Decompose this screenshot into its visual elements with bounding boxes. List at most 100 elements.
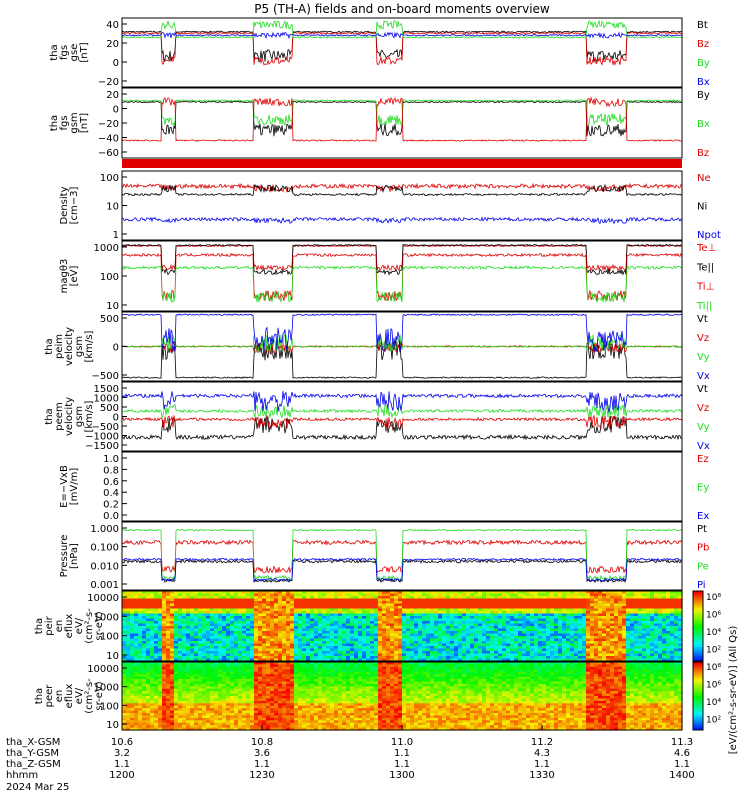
spectrogram-cell [538,611,543,615]
spectrogram-cell [242,591,247,595]
spectrogram-cell [318,674,323,678]
spectrogram-cell [410,608,415,612]
spectrogram-cell [654,638,659,642]
spectrogram-cell [154,636,159,640]
spectrogram-cell [366,664,371,668]
spectrogram-cell [470,653,475,657]
spectrogram-cell [222,662,227,665]
spectrogram-cell [386,601,391,605]
spectrogram-cell [598,626,603,630]
spectrogram-cell [282,671,287,675]
spectrogram-cell [634,606,639,610]
spectrogram-cell [262,623,267,627]
spectrogram-cell [306,651,311,655]
spectrogram-cell [598,648,603,652]
spectrogram-cell [570,618,575,622]
spectrogram-cell [554,601,559,605]
spectrogram-cell [354,591,359,595]
spectrogram-cell [282,653,287,657]
spectrogram-cell [522,666,527,670]
spectrogram-cell [574,603,579,607]
spectrogram-cell [210,658,215,662]
spectrogram-cell [514,628,519,632]
spectrogram-cell [274,593,279,597]
spectrogram-cell [142,648,147,652]
spectrogram-cell [610,608,615,612]
spectrogram-cell [318,646,323,650]
spectrogram-cell [170,591,175,595]
spectrogram-cell [534,651,539,655]
spectrogram-cell [274,598,279,602]
spectrogram-cell [414,651,419,655]
spectrogram-cell [498,608,503,612]
spectrogram-cell [562,633,567,637]
spectrogram-cell [550,591,555,595]
spectrogram-cell [670,641,675,645]
legend-by-label: By [697,90,710,101]
spectrogram-cell [298,618,303,622]
spectrogram-cell [274,651,279,655]
spectrogram-cell [362,674,367,678]
spectrogram-cell [230,593,235,597]
spectrogram-cell [186,596,191,600]
spectrogram-cell [174,611,179,615]
spectrogram-cell [190,633,195,637]
spectrogram-cell [366,603,371,607]
spectrogram-cell [138,631,143,635]
spectrogram-cell [574,633,579,637]
spectrogram-cell [186,646,191,650]
spectrogram-cell [462,674,467,678]
spectrogram-cell [166,603,171,607]
spectrogram-cell [166,598,171,602]
spectrogram-cell [178,664,183,668]
spectrogram-cell [578,603,583,607]
spectrogram-cell [458,598,463,602]
spectrogram-cell [654,601,659,605]
spectrogram-cell [346,669,351,673]
spectrogram-cell [154,618,159,622]
spectrogram-cell [458,674,463,678]
spectrogram-cell [214,628,219,632]
spectrogram-cell [310,616,315,620]
spectrogram-cell [210,593,215,597]
y-tick-label: 0 [113,105,119,116]
spectrogram-cell [226,606,231,610]
spectrogram-cell [346,628,351,632]
spectrogram-cell [462,621,467,625]
spectrogram-cell [526,669,531,673]
spectrogram-cell [382,591,387,595]
spectrogram-cell [326,666,331,670]
spectrogram-cell [170,628,175,632]
spectrogram-cell [290,598,295,602]
spectrogram-cell [506,664,511,668]
spectrogram-cell [614,666,619,670]
spectrogram-cell [474,596,479,600]
spectrogram-cell [438,631,443,635]
vy-line [121,402,683,420]
spectrogram-cell [514,643,519,647]
spectrogram-cell [178,658,183,662]
spectrogram-cell [566,606,571,610]
spectrogram-cell [322,671,327,675]
spectrogram-cell [350,662,355,665]
spectrogram-cell [474,656,479,660]
spectrogram-cell [606,658,611,662]
spectrogram-cell [518,616,523,620]
spectrogram-cell [314,646,319,650]
spectrogram-cell [546,669,551,673]
spectrogram-cell [554,636,559,640]
spectrogram-cell [522,598,527,602]
spectrogram-cell [562,658,567,662]
spectrogram-cell [290,618,295,622]
spectrogram-cell [298,633,303,637]
spectrogram-cell [134,666,139,670]
spectrogram-cell [122,641,127,645]
spectrogram-cell [526,653,531,657]
spectrogram-cell [598,621,603,625]
spectrogram-cell [586,626,591,630]
spectrogram-cell [358,646,363,650]
spectrogram-cell [394,616,399,620]
spectrogram-cell [638,608,643,612]
spectrogram-cell [234,664,239,668]
spectrogram-cell [478,628,483,632]
